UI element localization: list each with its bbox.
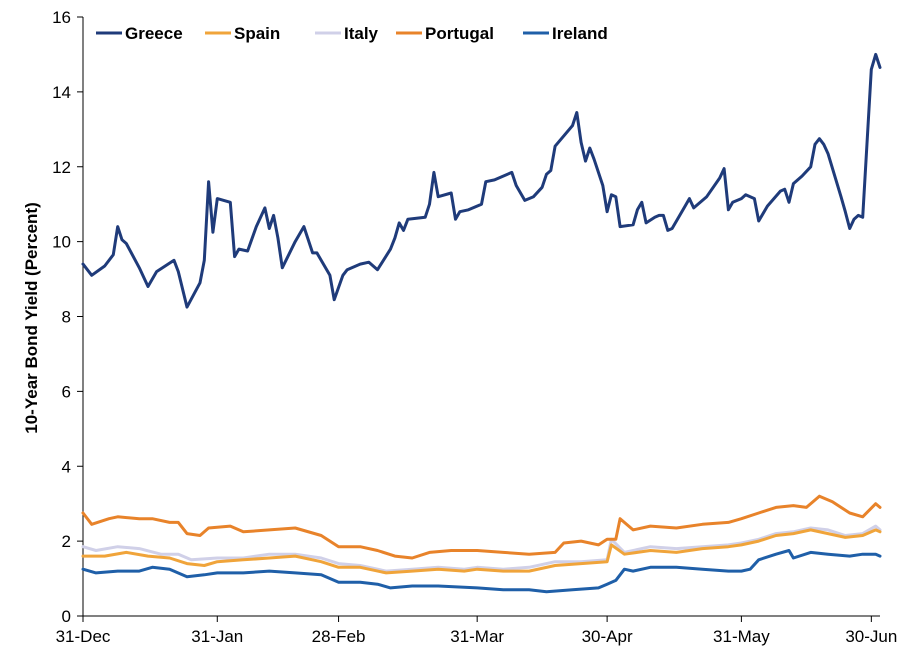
x-tick-label: 30-Apr — [582, 627, 633, 646]
y-tick-label: 14 — [52, 83, 71, 102]
x-tick-label: 31-Dec — [56, 627, 111, 646]
legend-label: Italy — [344, 24, 379, 43]
y-tick-label: 16 — [52, 8, 71, 27]
x-axis: 31-Dec 31-Jan 28-Feb 31-Mar 30-Apr 31-May 30-J… — [56, 615, 897, 646]
y-tick-label: 0 — [62, 607, 71, 626]
x-tick-label: 31-Mar — [450, 627, 504, 646]
y-axis-title: 10-Year Bond Yield (Percent) — [22, 202, 41, 433]
y-tick-label: 10 — [52, 233, 71, 252]
legend-item-ireland: Ireland — [523, 24, 608, 43]
legend: Greece Spain Italy Portugal Ireland — [96, 24, 608, 43]
x-tick-label: 31-Jan — [191, 627, 243, 646]
y-tick-label: 12 — [52, 158, 71, 177]
y-tick-label: 8 — [62, 308, 71, 327]
x-tick-label: 31-May — [713, 627, 770, 646]
x-tick-label: 28-Feb — [312, 627, 366, 646]
legend-label: Greece — [125, 24, 183, 43]
series-line-greece — [81, 52, 882, 309]
legend-item-portugal: Portugal — [396, 24, 494, 43]
series-line-italy — [81, 524, 882, 573]
legend-label: Spain — [234, 24, 280, 43]
x-tick-label: 30-Jun — [845, 627, 897, 646]
y-tick-label: 2 — [62, 532, 71, 551]
legend-item-greece: Greece — [96, 24, 183, 43]
series-line-spain — [81, 528, 882, 575]
legend-label: Ireland — [552, 24, 608, 43]
y-axis: 0 2 4 6 8 10 12 14 16 — [52, 8, 84, 626]
legend-item-spain: Spain — [205, 24, 280, 43]
series-line-portugal — [81, 494, 882, 560]
legend-item-italy: Italy — [315, 24, 379, 43]
series-layer — [81, 52, 882, 594]
legend-label: Portugal — [425, 24, 494, 43]
series-line-ireland — [81, 549, 882, 594]
y-tick-label: 4 — [62, 457, 71, 476]
y-tick-label: 6 — [62, 382, 71, 401]
